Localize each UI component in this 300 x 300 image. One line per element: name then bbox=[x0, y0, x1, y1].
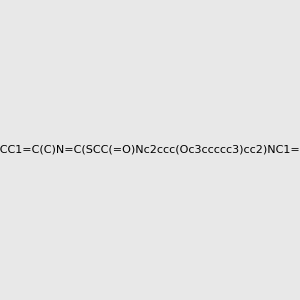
Text: OCC1=C(C)N=C(SCC(=O)Nc2ccc(Oc3ccccc3)cc2)NC1=O: OCC1=C(C)N=C(SCC(=O)Nc2ccc(Oc3ccccc3)cc2… bbox=[0, 145, 300, 155]
